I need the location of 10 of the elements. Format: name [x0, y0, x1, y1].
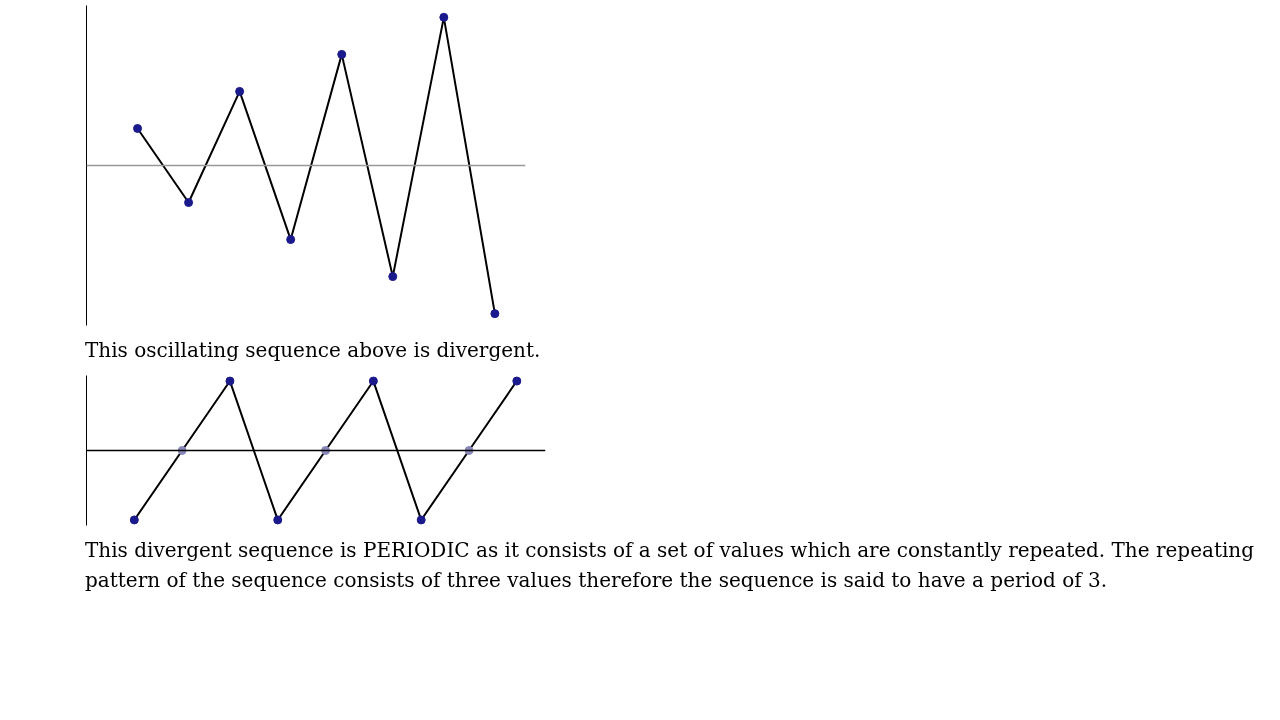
point — [286, 235, 296, 245]
point — [439, 12, 449, 22]
point — [133, 123, 143, 133]
point — [235, 86, 245, 96]
point — [184, 198, 194, 208]
text: This divergent sequence is PERIODIC as it consists of a set of values which are constantly repeated. The repeating pattern of the sequence consists of three values therefore the sequence is said to have a period of 3. — [85, 537, 1255, 594]
text: This oscillating sequence above is divergent. — [85, 337, 542, 364]
point — [337, 49, 347, 59]
point — [388, 272, 398, 282]
point — [490, 309, 500, 319]
